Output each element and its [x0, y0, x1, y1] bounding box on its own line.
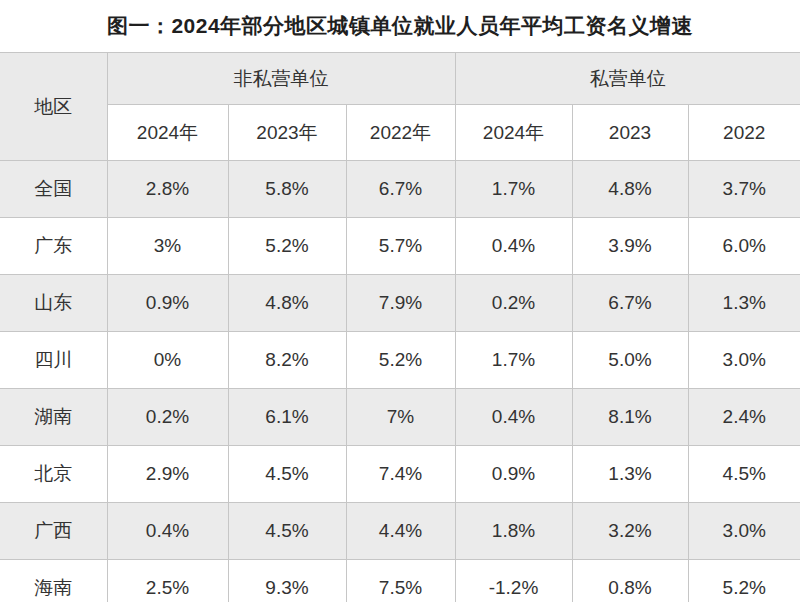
value-cell: 6.1%	[228, 389, 346, 446]
value-cell: 0.9%	[455, 446, 572, 503]
value-cell: 1.3%	[688, 275, 800, 332]
value-cell: 5.2%	[346, 332, 455, 389]
value-cell: 6.7%	[572, 275, 688, 332]
table-row-hunan: 湖南 0.2% 6.1% 7% 0.4% 8.1% 2.4%	[0, 389, 800, 446]
value-cell: 1.3%	[572, 446, 688, 503]
group-header-nonprivate: 非私营单位	[107, 53, 455, 105]
region-cell: 湖南	[0, 389, 107, 446]
region-cell: 全国	[0, 161, 107, 218]
table-row-hainan: 海南 2.5% 9.3% 7.5% -1.2% 0.8% 5.2%	[0, 560, 800, 602]
region-cell: 广西	[0, 503, 107, 560]
value-cell: 4.8%	[228, 275, 346, 332]
value-cell: 0.4%	[107, 503, 228, 560]
wage-table: 地区 非私营单位 私营单位 2024年 2023年 2022年 2024年 20…	[0, 52, 800, 602]
value-cell: 3.0%	[688, 503, 800, 560]
value-cell: 3.7%	[688, 161, 800, 218]
value-cell: 4.4%	[346, 503, 455, 560]
value-cell: 5.2%	[688, 560, 800, 602]
group-header-private: 私营单位	[455, 53, 800, 105]
value-cell: 8.2%	[228, 332, 346, 389]
value-cell: 2.4%	[688, 389, 800, 446]
value-cell: 7%	[346, 389, 455, 446]
year-header-nonprivate-2022: 2022年	[346, 105, 455, 161]
value-cell: 2.9%	[107, 446, 228, 503]
page: 图一：2024年部分地区城镇单位就业人员年平均工资名义增速 地区 非私营单位 私…	[0, 0, 800, 602]
value-cell: 4.5%	[228, 503, 346, 560]
value-cell: 0.8%	[572, 560, 688, 602]
value-cell: 6.7%	[346, 161, 455, 218]
value-cell: 2.5%	[107, 560, 228, 602]
value-cell: 7.4%	[346, 446, 455, 503]
value-cell: 0.4%	[455, 389, 572, 446]
table-row-guangxi: 广西 0.4% 4.5% 4.4% 1.8% 3.2% 3.0%	[0, 503, 800, 560]
value-cell: 7.9%	[346, 275, 455, 332]
figure-title: 图一：2024年部分地区城镇单位就业人员年平均工资名义增速	[0, 0, 800, 52]
region-cell: 山东	[0, 275, 107, 332]
value-cell: 5.0%	[572, 332, 688, 389]
value-cell: 0.9%	[107, 275, 228, 332]
value-cell: 5.8%	[228, 161, 346, 218]
value-cell: 5.7%	[346, 218, 455, 275]
value-cell: 0%	[107, 332, 228, 389]
table-row-guangdong: 广东 3% 5.2% 5.7% 0.4% 3.9% 6.0%	[0, 218, 800, 275]
value-cell: 8.1%	[572, 389, 688, 446]
region-cell: 广东	[0, 218, 107, 275]
table-row-quanguo: 全国 2.8% 5.8% 6.7% 1.7% 4.8% 3.7%	[0, 161, 800, 218]
header-year-row: 2024年 2023年 2022年 2024年 2023 2022	[0, 105, 800, 161]
table-row-sichuan: 四川 0% 8.2% 5.2% 1.7% 5.0% 3.0%	[0, 332, 800, 389]
value-cell: 1.7%	[455, 161, 572, 218]
year-header-private-2023: 2023	[572, 105, 688, 161]
value-cell: 3.0%	[688, 332, 800, 389]
value-cell: -1.2%	[455, 560, 572, 602]
table-row-beijing: 北京 2.9% 4.5% 7.4% 0.9% 1.3% 4.5%	[0, 446, 800, 503]
value-cell: 4.8%	[572, 161, 688, 218]
value-cell: 3%	[107, 218, 228, 275]
value-cell: 0.2%	[455, 275, 572, 332]
region-cell: 四川	[0, 332, 107, 389]
value-cell: 5.2%	[228, 218, 346, 275]
value-cell: 6.0%	[688, 218, 800, 275]
header-group-row: 地区 非私营单位 私营单位	[0, 53, 800, 105]
year-header-nonprivate-2024: 2024年	[107, 105, 228, 161]
year-header-private-2022: 2022	[688, 105, 800, 161]
table-row-shandong: 山东 0.9% 4.8% 7.9% 0.2% 6.7% 1.3%	[0, 275, 800, 332]
value-cell: 7.5%	[346, 560, 455, 602]
year-header-private-2024: 2024年	[455, 105, 572, 161]
value-cell: 0.2%	[107, 389, 228, 446]
value-cell: 4.5%	[688, 446, 800, 503]
value-cell: 3.2%	[572, 503, 688, 560]
region-cell: 北京	[0, 446, 107, 503]
value-cell: 0.4%	[455, 218, 572, 275]
value-cell: 9.3%	[228, 560, 346, 602]
value-cell: 1.7%	[455, 332, 572, 389]
region-cell: 海南	[0, 560, 107, 602]
value-cell: 3.9%	[572, 218, 688, 275]
region-column-header: 地区	[0, 53, 107, 161]
year-header-nonprivate-2023: 2023年	[228, 105, 346, 161]
value-cell: 1.8%	[455, 503, 572, 560]
value-cell: 2.8%	[107, 161, 228, 218]
value-cell: 4.5%	[228, 446, 346, 503]
